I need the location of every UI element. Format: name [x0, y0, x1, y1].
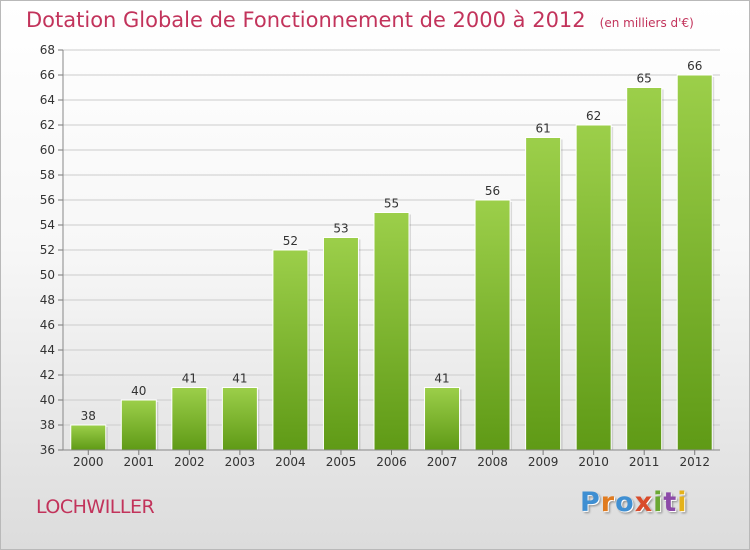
- y-tick-label: 68: [40, 43, 55, 57]
- bar-2005: [322, 237, 359, 451]
- bar-data-label: 61: [535, 122, 550, 136]
- x-tick-label: 2003: [225, 455, 256, 469]
- bar-2008: [474, 199, 511, 451]
- y-tick-label: 46: [40, 318, 55, 332]
- bar-2004: [272, 249, 309, 451]
- bar-data-label: 38: [81, 409, 96, 423]
- y-tick-label: 42: [40, 368, 55, 382]
- y-tick-label: 36: [40, 443, 55, 457]
- chart-title-block: Dotation Globale de Fonctionnement de 20…: [26, 8, 694, 32]
- logo-letter: x: [634, 487, 654, 518]
- bar-data-label: 41: [232, 372, 247, 386]
- bar-data-label: 66: [687, 59, 702, 73]
- bar-data-label: 55: [384, 197, 399, 211]
- y-tick-label: 58: [40, 168, 55, 182]
- logo-letter: t: [663, 487, 678, 518]
- y-tick-label: 66: [40, 68, 55, 82]
- x-tick-label: 2010: [578, 455, 609, 469]
- bar-2003: [221, 387, 258, 451]
- bar-data-label: 53: [333, 222, 348, 236]
- bar-data-label: 41: [434, 372, 449, 386]
- logo-letter: r: [600, 487, 616, 518]
- bar-2001: [120, 399, 157, 451]
- chart-title: Dotation Globale de Fonctionnement de 20…: [26, 8, 586, 32]
- y-tick-label: 38: [40, 418, 55, 432]
- y-tick-label: 52: [40, 243, 55, 257]
- bar-2006: [373, 212, 410, 451]
- bar-data-label: 56: [485, 184, 500, 198]
- y-tick-label: 40: [40, 393, 55, 407]
- logo-letter: i: [677, 487, 688, 518]
- bar-data-label: 65: [637, 72, 652, 86]
- x-tick-label: 2005: [326, 455, 357, 469]
- proxiti-logo: Proxiti: [580, 487, 688, 518]
- y-tick-label: 50: [40, 268, 55, 282]
- bar-2010: [575, 124, 612, 451]
- commune-name: LOCHWILLER: [36, 496, 155, 518]
- logo-letter: i: [653, 487, 664, 518]
- bar-data-label: 40: [131, 384, 146, 398]
- logo-letter: P: [580, 487, 601, 518]
- x-tick-label: 2006: [376, 455, 407, 469]
- bar-2012: [676, 74, 713, 451]
- x-tick-label: 2009: [528, 455, 559, 469]
- bar-data-label: 41: [182, 372, 197, 386]
- axes: 36 38 40 42 44 46 48 50 52 54 56 58 60 62 64 66 68 2000 20…: [40, 43, 720, 469]
- bar-2009: [525, 137, 562, 451]
- x-tick-label: 2001: [124, 455, 155, 469]
- bar-data-label: 62: [586, 109, 601, 123]
- y-tick-label: 48: [40, 293, 55, 307]
- y-tick-label: 62: [40, 118, 55, 132]
- chart-subtitle: (en milliers d'€): [599, 16, 694, 30]
- x-tick-label: 2002: [174, 455, 205, 469]
- bar-2000: [70, 424, 107, 451]
- x-tick-label: 2000: [73, 455, 104, 469]
- logo-letter: o: [615, 487, 635, 518]
- y-tick-label: 54: [40, 218, 55, 232]
- bar-2007: [424, 387, 461, 451]
- bar-data-label: 52: [283, 234, 298, 248]
- x-tick-label: 2008: [477, 455, 508, 469]
- bar-2002: [171, 387, 208, 451]
- y-tick-label: 64: [40, 93, 55, 107]
- x-tick-label: 2012: [679, 455, 710, 469]
- x-tick-label: 2007: [427, 455, 458, 469]
- bar-2011: [626, 87, 663, 451]
- y-tick-label: 56: [40, 193, 55, 207]
- y-tick-label: 60: [40, 143, 55, 157]
- y-tick-label: 44: [40, 343, 55, 357]
- bars: 38 40 41 41 52 53 55 41 56 61 62 65 66: [70, 59, 715, 451]
- x-tick-label: 2011: [629, 455, 660, 469]
- x-tick-label: 2004: [275, 455, 306, 469]
